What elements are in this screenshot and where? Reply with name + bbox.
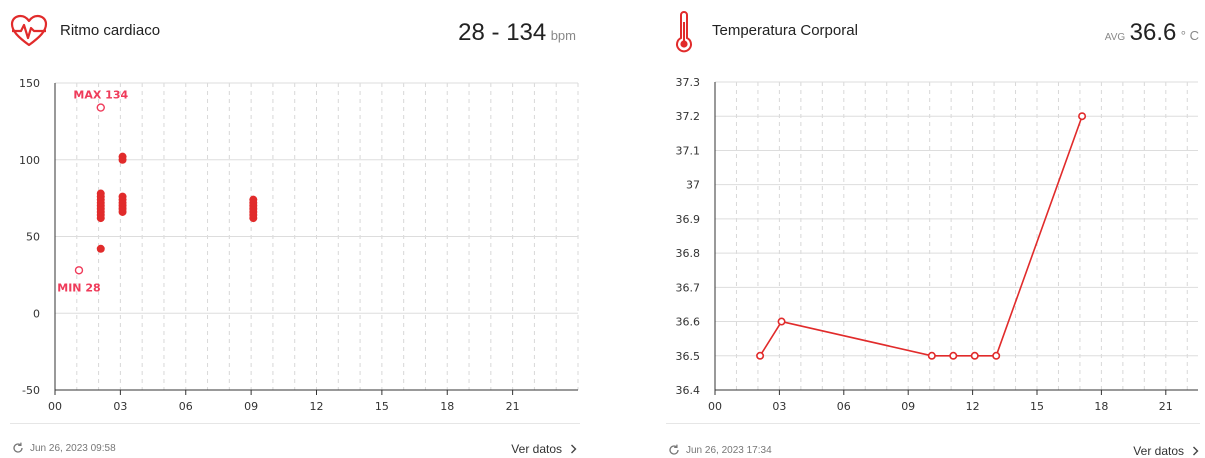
x-tick-label: 15 <box>375 400 389 413</box>
x-tick-label: 06 <box>837 400 851 413</box>
refresh-icon <box>669 444 679 455</box>
heart-range-value: 28 - 134 bpm <box>458 19 576 47</box>
y-tick-label: 36.4 <box>676 384 701 397</box>
y-tick-label: 100 <box>19 154 40 167</box>
heart-range: 28 - 134 <box>458 19 547 46</box>
x-tick-label: 09 <box>244 400 258 413</box>
y-tick-label: 0 <box>33 307 40 320</box>
temperature-chart: 37.3 37.2 37.1 37 36.9 36.8 36.7 36.6 36.5 36.4 00… <box>676 76 1198 413</box>
data-point <box>949 351 958 360</box>
heart-sync-label: Jun 26, 2023 09:58 <box>30 442 116 454</box>
y-tick-label: -50 <box>22 384 40 397</box>
heart-view-data-link[interactable]: Ver datos <box>511 442 577 456</box>
temp-sync-label: Jun 26, 2023 17:34 <box>686 444 772 456</box>
y-tick-label: 37.2 <box>676 110 701 123</box>
data-point <box>118 152 127 161</box>
temp-sync-time: Jun 26, 2023 17:34 <box>668 444 772 456</box>
annotation-point <box>96 103 105 112</box>
y-tick-label: 37.3 <box>676 76 701 89</box>
x-tick-label: 21 <box>506 400 520 413</box>
data-point <box>927 351 936 360</box>
x-tick-label: 00 <box>48 400 62 413</box>
heart-rate-card: Ritmo cardiaco 28 - 134 bpm 150 100 50 0 -50… <box>0 0 595 456</box>
max-annotation-label: MAX 134 <box>73 89 128 102</box>
data-point <box>756 351 765 360</box>
y-tick-label: 36.5 <box>676 350 701 363</box>
y-tick-label: 150 <box>19 77 40 90</box>
heart-view-data-label: Ver datos <box>511 442 562 456</box>
x-tick-label: 18 <box>440 400 454 413</box>
x-tick-label: 15 <box>1030 400 1044 413</box>
heart-rate-chart: 150 100 50 0 -50 00 03 06 09 12 15 18 21 MAX 134 MIN 2… <box>19 77 579 413</box>
x-tick-label: 12 <box>310 400 324 413</box>
x-tick-label: 03 <box>772 400 786 413</box>
annotation-point <box>74 266 84 275</box>
series-line <box>759 115 1083 357</box>
min-annotation-label: MIN 28 <box>57 281 100 294</box>
thermometer-icon <box>676 11 692 53</box>
heart-sync-time: Jun 26, 2023 09:58 <box>12 442 116 454</box>
temp-avg-value: AVG 36.6 ° C <box>1105 19 1199 47</box>
data-point <box>96 189 105 198</box>
data-point <box>249 195 258 204</box>
x-tick-label: 12 <box>966 400 980 413</box>
temp-unit: ° C <box>1180 28 1199 43</box>
temp-avg: 36.6 <box>1129 19 1177 46</box>
data-point <box>96 244 105 253</box>
x-tick-label: 00 <box>708 400 722 413</box>
temp-view-data-link[interactable]: Ver datos <box>1133 444 1199 458</box>
x-tick-label: 21 <box>1159 400 1173 413</box>
x-tick-label: 09 <box>901 400 915 413</box>
heart-title: Ritmo cardiaco <box>60 22 161 39</box>
data-point <box>1078 112 1087 121</box>
temperature-card: Temperatura Corporal AVG 36.6 ° C 37.3 37… <box>660 0 1205 458</box>
y-tick-label: 37.1 <box>676 144 701 157</box>
x-tick-label: 03 <box>113 400 127 413</box>
y-tick-label: 36.6 <box>676 316 701 329</box>
data-point <box>777 317 786 326</box>
chevron-right-icon <box>1193 446 1199 456</box>
refresh-icon <box>13 442 23 453</box>
footer-divider <box>666 423 1200 424</box>
data-point <box>970 351 979 360</box>
y-tick-label: 36.9 <box>676 213 701 226</box>
data-point <box>118 192 127 201</box>
temp-title: Temperatura Corporal <box>712 22 858 39</box>
x-tick-label: 18 <box>1094 400 1108 413</box>
x-tick-label: 06 <box>179 400 193 413</box>
footer-divider <box>10 423 580 424</box>
heart-unit: bpm <box>550 28 576 43</box>
y-tick-label: 36.8 <box>676 247 701 260</box>
chevron-right-icon <box>571 444 577 454</box>
data-point <box>992 351 1001 360</box>
y-tick-label: 36.7 <box>676 281 701 294</box>
temp-view-data-label: Ver datos <box>1133 444 1184 458</box>
y-tick-label: 50 <box>26 231 40 244</box>
heart-pulse-icon <box>10 14 48 47</box>
y-tick-label: 37 <box>686 179 700 192</box>
temp-avg-label: AVG <box>1104 32 1126 43</box>
